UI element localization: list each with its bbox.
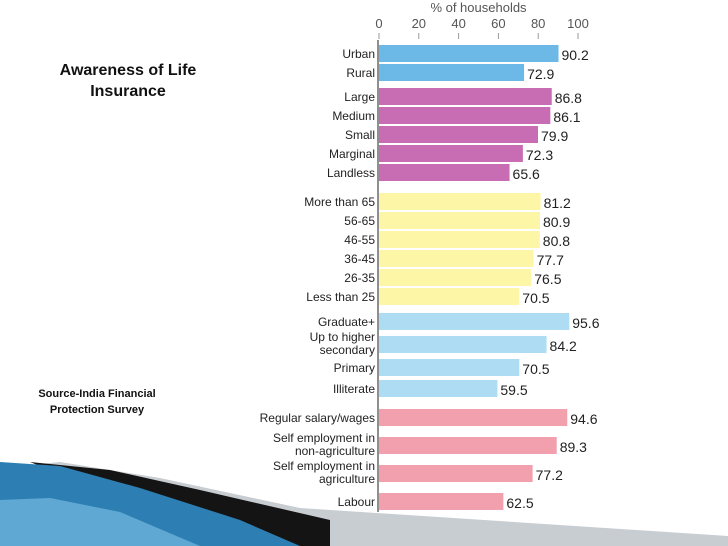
bar [379,231,540,248]
category-label: Medium [332,109,375,123]
bar-value-label: 76.5 [534,271,561,287]
category-label: Rural [346,66,375,80]
category-label: Primary [334,361,375,375]
bar [379,126,539,143]
category-label: Up to higher [310,330,375,344]
bar [379,409,568,426]
bar [379,336,547,353]
bar-value-label: 72.9 [527,66,554,82]
bar-value-label: 89.3 [560,439,587,455]
bar-value-label: 90.2 [561,47,588,63]
bar-value-label: 79.9 [541,128,568,144]
slide-title: Awareness of Life Insurance [59,62,197,100]
category-label: 36-45 [344,252,375,266]
category-label: Self employment in [273,459,375,473]
bar-value-label: 94.6 [570,411,597,427]
bar [379,164,510,181]
bar [379,145,523,162]
bar [379,359,520,376]
bar [379,380,498,397]
category-label: Landless [327,166,375,180]
category-label: Illiterate [333,382,375,396]
bar [379,64,525,81]
bar-value-label: 70.5 [522,290,549,306]
category-label: 56-65 [344,214,375,228]
x-tick-label: 80 [531,16,545,31]
decor-swoosh-lightblue [0,498,200,546]
bar [379,288,520,305]
bar-value-label: 72.3 [526,147,553,163]
category-label: Urban [342,47,375,61]
category-label: Self employment in [273,431,375,445]
category-label: Labour [338,495,375,509]
x-tick-label: 0 [375,16,382,31]
category-label: Marginal [329,147,375,161]
bar-value-label: 59.5 [500,382,527,398]
category-label: Small [345,128,375,142]
bar [379,193,541,210]
category-label: 26-35 [344,271,375,285]
bar-value-label: 70.5 [522,361,549,377]
bar-value-label: 65.6 [513,166,540,182]
bar-value-label: 95.6 [572,315,599,331]
bar-value-label: 81.2 [544,195,571,211]
category-label: More than 65 [304,195,375,209]
bar-value-label: 80.9 [543,214,570,230]
bar-value-label: 84.2 [550,338,577,354]
bar-value-label: 62.5 [506,495,533,511]
bar-value-label: 77.7 [537,252,564,268]
source-note: Source-India Financial Protection Survey [38,388,156,416]
bar-value-label: 77.2 [536,467,563,483]
bar-value-label: 80.8 [543,233,570,249]
bar [379,250,534,267]
bar [379,88,552,105]
category-label: Graduate+ [318,315,375,329]
category-label: non-agriculture [295,444,375,458]
category-label: 46-55 [344,233,375,247]
x-axis-title: % of households [430,0,527,15]
bar [379,437,557,454]
category-label: Large [344,90,375,104]
bar [379,45,559,62]
x-tick-label: 20 [412,16,426,31]
x-tick-label: 100 [567,16,589,31]
bar [379,465,533,482]
bar [379,313,570,330]
bar [379,493,504,510]
bar-value-label: 86.8 [555,90,582,106]
category-label: secondary [320,343,375,357]
bar-value-label: 86.1 [553,109,580,125]
category-label: Less than 25 [306,290,375,304]
bar [379,212,540,229]
x-tick-label: 60 [491,16,505,31]
category-label: agriculture [319,472,375,486]
bar [379,269,532,286]
x-tick-label: 40 [451,16,465,31]
bar [379,107,551,124]
category-label: Regular salary/wages [260,411,375,425]
